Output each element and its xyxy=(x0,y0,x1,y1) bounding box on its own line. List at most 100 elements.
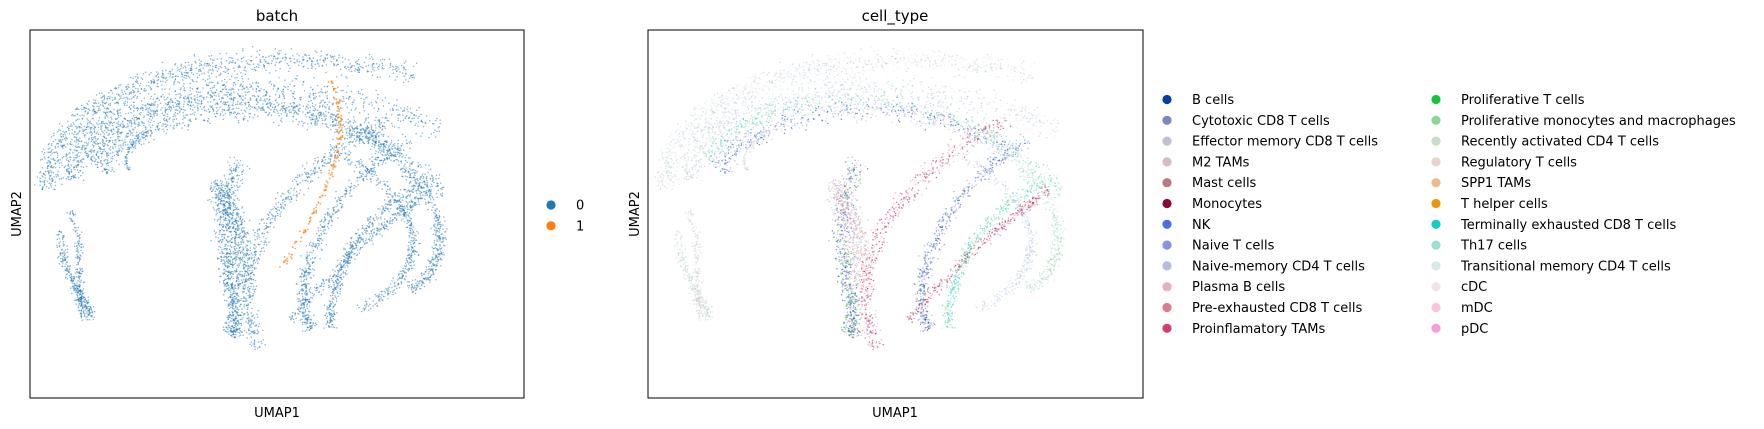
data-point xyxy=(380,145,382,148)
data-point xyxy=(78,283,81,286)
data-point xyxy=(147,93,150,95)
data-point xyxy=(277,206,279,208)
data-point xyxy=(240,243,242,246)
data-point xyxy=(222,226,224,228)
data-point xyxy=(144,138,147,141)
data-point xyxy=(256,236,258,238)
data-point xyxy=(140,77,143,79)
data-point xyxy=(233,246,235,248)
data-point xyxy=(73,133,75,136)
data-point xyxy=(229,173,231,175)
data-point xyxy=(126,101,129,104)
data-point xyxy=(208,55,210,57)
data-point xyxy=(229,169,232,171)
data-point xyxy=(105,101,108,104)
data-point xyxy=(76,256,79,258)
data-point xyxy=(257,257,260,259)
data-point xyxy=(358,71,361,74)
data-point xyxy=(106,116,109,118)
data-point xyxy=(218,93,220,95)
data-point xyxy=(332,123,334,126)
data-point xyxy=(242,285,244,288)
data-point xyxy=(133,104,136,107)
data-point xyxy=(412,73,415,76)
data-point xyxy=(232,322,235,324)
data-point xyxy=(132,129,134,131)
data-point xyxy=(131,117,134,120)
data-point xyxy=(82,304,84,306)
data-point xyxy=(130,120,132,122)
data-point xyxy=(126,123,129,125)
data-point xyxy=(247,267,249,270)
data-point xyxy=(226,194,229,197)
data-point xyxy=(111,140,114,142)
data-point xyxy=(236,206,238,209)
data-point xyxy=(224,217,227,220)
data-point xyxy=(226,275,229,278)
data-point xyxy=(330,56,332,59)
data-point xyxy=(238,264,240,267)
data-point xyxy=(126,132,128,135)
data-point xyxy=(334,131,336,134)
data-point xyxy=(76,291,78,294)
data-point xyxy=(235,258,238,261)
data-point xyxy=(166,128,168,131)
data-point xyxy=(381,66,384,69)
data-point xyxy=(232,277,234,280)
data-point xyxy=(241,104,243,106)
data-point xyxy=(173,113,175,116)
data-point xyxy=(229,207,232,210)
data-point xyxy=(227,191,229,194)
data-point xyxy=(290,111,292,113)
data-point xyxy=(233,209,236,211)
data-point xyxy=(48,182,50,185)
data-point xyxy=(244,264,247,266)
data-point xyxy=(242,239,244,241)
data-point xyxy=(236,300,239,303)
data-point xyxy=(231,302,233,304)
data-point xyxy=(243,211,245,214)
data-point xyxy=(263,250,266,252)
data-point xyxy=(265,69,267,71)
data-point xyxy=(356,69,359,72)
data-point xyxy=(233,327,235,329)
data-point xyxy=(230,61,233,64)
data-point xyxy=(143,132,145,134)
data-point xyxy=(242,254,245,256)
data-point xyxy=(342,89,344,92)
data-point xyxy=(96,163,99,166)
data-point xyxy=(75,291,77,294)
data-point xyxy=(251,295,253,297)
data-point xyxy=(347,122,350,124)
data-point xyxy=(259,243,261,246)
data-point xyxy=(100,152,102,155)
data-point xyxy=(228,289,230,292)
data-point xyxy=(330,60,332,63)
data-point xyxy=(77,306,80,309)
data-point xyxy=(251,266,254,268)
data-point xyxy=(227,256,230,258)
data-point xyxy=(139,132,141,135)
data-point xyxy=(212,207,214,209)
data-point xyxy=(325,64,328,66)
data-point xyxy=(229,202,232,204)
data-point xyxy=(54,166,57,169)
data-point xyxy=(67,264,69,267)
data-point xyxy=(345,67,347,70)
data-point xyxy=(316,60,318,62)
data-point xyxy=(381,149,383,151)
data-point xyxy=(252,292,255,295)
data-point xyxy=(231,286,233,289)
data-point xyxy=(311,117,313,119)
data-point xyxy=(326,103,329,106)
data-point xyxy=(164,106,167,109)
data-point xyxy=(398,68,400,70)
data-point xyxy=(382,135,385,138)
data-point xyxy=(409,163,411,165)
data-point xyxy=(232,296,234,298)
data-point xyxy=(254,107,257,110)
data-point xyxy=(210,54,213,57)
data-point xyxy=(227,314,229,317)
data-point xyxy=(276,214,279,217)
data-point xyxy=(235,330,237,332)
